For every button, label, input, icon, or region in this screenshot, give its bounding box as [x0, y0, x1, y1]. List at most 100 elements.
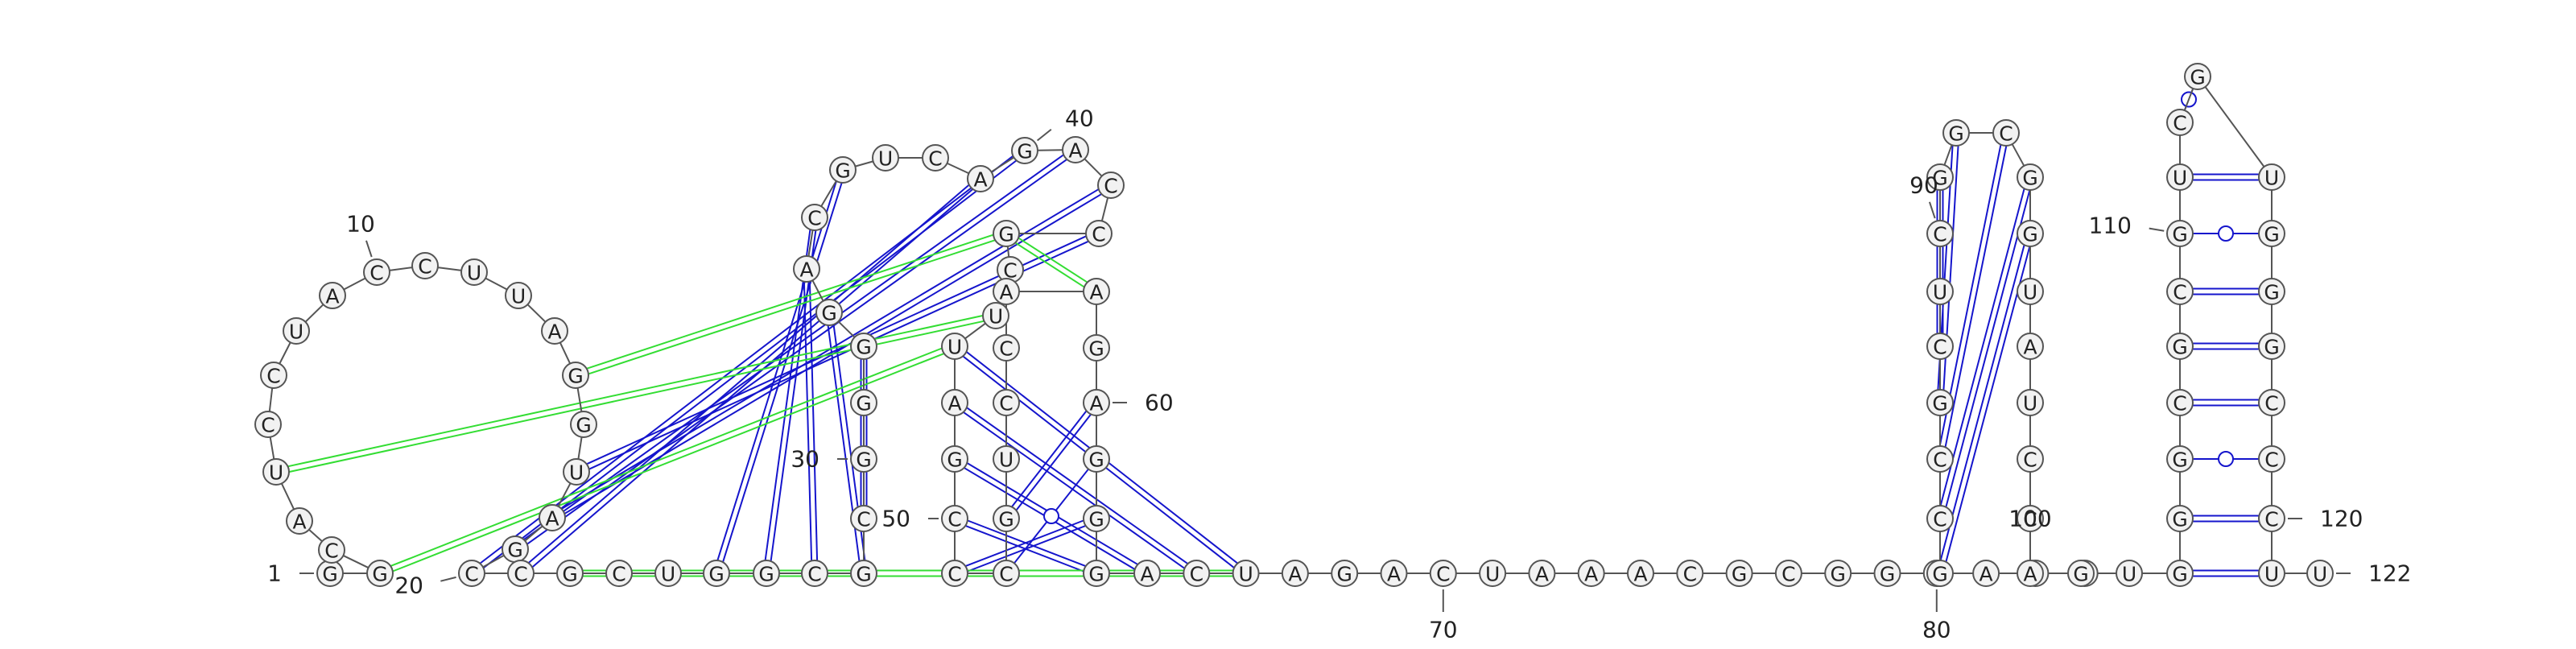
nucleotide-53: G [993, 506, 1019, 531]
nucleotide-letter: G [1932, 392, 1947, 415]
nucleotide-letter: G [562, 563, 577, 586]
nucleotide-letter: U [2264, 563, 2279, 586]
nucleotide-79: G [1875, 560, 1901, 586]
nucleotide-94: G [2017, 164, 2043, 190]
nucleotide-letter: U [947, 336, 962, 359]
nucleotide-111: U [2167, 164, 2193, 190]
nucleotide-22: G [557, 560, 583, 586]
nucleotide-41: A [1063, 137, 1088, 163]
nucleotide-letter: G [1088, 449, 1104, 472]
nucleotide-letter: A [2023, 563, 2037, 586]
nucleotide-112: C [2167, 110, 2193, 135]
base-pair-pseudoknot [587, 235, 995, 374]
nucleotide-24: U [655, 560, 681, 586]
position-label-40: 40 [1038, 105, 1094, 141]
backbone-segment [344, 278, 365, 289]
nucleotide-letter: G [821, 302, 836, 325]
nucleotide-letter: A [292, 511, 306, 534]
nucleotide-letter: C [999, 563, 1013, 586]
backbone-segment [270, 388, 272, 411]
nucleotide-68: G [1331, 560, 1357, 586]
nucleotide-letter: C [999, 337, 1013, 361]
nucleotide-letter: C [2173, 392, 2186, 415]
nucleotide-letter: C [1781, 563, 1795, 586]
nucleotide-58: A [1084, 279, 1109, 304]
backbone-segment [855, 161, 873, 166]
position-number: 60 [1145, 390, 1174, 416]
nucleotide-letter: U [2264, 167, 2279, 190]
nucleotide-88: C [1927, 333, 1953, 359]
base-pair-canonical [717, 181, 841, 562]
nucleotide-8: U [283, 318, 309, 344]
nucleotide-101: A [2017, 560, 2043, 586]
backbone-segment [527, 304, 545, 322]
nucleotide-109: C [2167, 279, 2193, 304]
nucleotide-61: G [1084, 446, 1109, 472]
nucleotide-letter: G [1732, 563, 1747, 586]
nucleotide-86: C [1927, 446, 1953, 472]
backbone-segment [2013, 144, 2025, 166]
nucleotide-105: G [2167, 506, 2193, 531]
nucleotide-115: G [2259, 221, 2285, 246]
position-label-80: 80 [1922, 589, 1951, 643]
nucleotide-letter: C [418, 255, 431, 279]
backbone-segment [821, 181, 836, 206]
nucleotide-107: C [2167, 390, 2193, 415]
nucleotide-letter: G [947, 449, 962, 472]
backbone-segment [560, 342, 570, 363]
base-pair-wobble [2193, 226, 2259, 241]
nucleotide-34: A [794, 256, 819, 282]
nucleotide-letter: G [322, 563, 337, 586]
position-number: 1 [267, 560, 282, 587]
nucleotide-108: G [2167, 333, 2193, 359]
base-pair-canonical [2193, 175, 2259, 180]
nucleotide-letter: C [807, 207, 821, 230]
nucleotide-letter: G [568, 365, 583, 388]
position-number: 40 [1065, 105, 1094, 132]
nucleotide-letter: G [2022, 223, 2037, 246]
nucleotide-31: G [851, 390, 877, 415]
nucleotide-37: U [873, 145, 898, 171]
nucleotide-102: G [2068, 560, 2094, 586]
nucleotide-letter: C [2264, 449, 2278, 472]
nucleotide-65: C [1183, 560, 1209, 586]
nucleotide-104: G [2167, 560, 2193, 586]
nucleotide-47: U [942, 333, 968, 359]
nucleotide-letter: C [2173, 281, 2186, 304]
nucleotide-letter: A [1068, 139, 1082, 163]
nucleotide-118: C [2259, 390, 2285, 415]
nucleotide-letter: A [1979, 563, 1993, 586]
nucleotide-letter: C [947, 508, 961, 531]
nucleotide-letter: U [999, 449, 1013, 472]
position-label-70: 70 [1429, 589, 1458, 643]
nucleotide-letter: G [2264, 223, 2279, 246]
nucleotide-69: A [1381, 560, 1407, 586]
position-label-60: 60 [1113, 390, 1174, 416]
nucleotide-letter: G [1088, 563, 1104, 586]
position-label-90: 90 [1909, 172, 1938, 219]
nucleotide-letter: C [2264, 508, 2278, 531]
base-pair-canonical [2193, 516, 2259, 522]
backbone-segment [438, 267, 461, 271]
nucleotide-85: C [1927, 506, 1953, 531]
nucleotide-letter: G [576, 414, 591, 437]
nucleotide-12: U [461, 259, 487, 285]
nucleotide-11: C [412, 253, 438, 279]
nucleotide-99: C [2017, 446, 2043, 472]
position-number: 10 [346, 211, 375, 238]
nucleotide-55: C [993, 390, 1019, 415]
nucleotide-letter: C [324, 539, 338, 563]
nucleotide-letter: G [507, 539, 522, 562]
nucleotide-40: G [1012, 138, 1038, 163]
nucleotide-letter: A [1089, 392, 1103, 415]
nucleotide-33: G [816, 300, 842, 325]
nucleotide-60: A [1084, 390, 1109, 415]
nucleotide-110: G [2167, 221, 2193, 246]
nucleotide-letter: G [2022, 167, 2037, 190]
backbone-segment [483, 556, 504, 567]
nucleotide-letter: C [1999, 122, 2013, 146]
nucleotide-76: G [1727, 560, 1752, 586]
backbone-segment [485, 278, 507, 289]
backbone-segment [282, 483, 294, 509]
